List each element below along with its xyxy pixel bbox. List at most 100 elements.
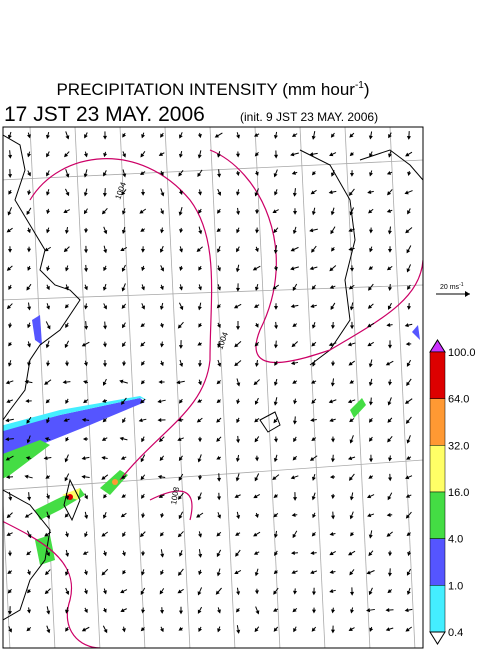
wind-arrow-head — [197, 496, 202, 501]
wind-arrow-head — [309, 228, 314, 233]
wind-arrow-head — [121, 362, 127, 367]
wind-arrow-head — [234, 343, 239, 348]
wind-arrow-head — [386, 532, 391, 537]
wind-arrow-head — [254, 171, 259, 176]
wind-arrow-head — [311, 476, 316, 481]
wind-arrow-head — [159, 361, 164, 367]
wind-arrow-head — [198, 627, 203, 632]
wind-arrow-head — [120, 456, 126, 460]
wind-arrow-head — [177, 589, 182, 594]
colorbar-label: 100.0 — [448, 347, 476, 359]
wind-arrow-head — [255, 610, 260, 615]
wind-arrow-head — [140, 380, 145, 385]
wind-arrow-head — [159, 248, 164, 253]
wind-arrow-head — [235, 477, 240, 482]
wind-arrow-head — [290, 152, 295, 157]
wind-arrow-head — [369, 172, 373, 177]
wind-arrow-head — [329, 569, 334, 574]
wind-arrow-head — [121, 287, 126, 292]
wind-arrow-head — [274, 325, 279, 330]
wind-arrow-head — [81, 474, 86, 479]
wind-arrow-head — [330, 133, 335, 138]
wind-arrow-head — [349, 418, 354, 423]
wind-arrow-head — [198, 476, 203, 481]
wind-arrow-head — [292, 497, 298, 501]
wind-arrow-head — [254, 400, 259, 405]
wind-arrow-head — [405, 475, 410, 480]
wind-arrow-head — [197, 191, 202, 196]
wind-arrow-head — [234, 362, 239, 367]
wind-arrow-head — [46, 209, 51, 215]
wind-arrow-head — [160, 133, 164, 138]
wind-arrow-head — [407, 551, 412, 557]
wind-arrow-head — [349, 152, 354, 157]
wind-arrow-head — [406, 439, 411, 444]
wind-arrow-head — [84, 134, 88, 139]
colorbar-segment — [429, 491, 446, 539]
wind-arrow-head — [291, 343, 296, 348]
grid-line — [209, 127, 236, 648]
wind-arrow-head — [6, 514, 11, 519]
wind-arrow-head — [273, 534, 278, 539]
wind-arrow-head — [273, 249, 278, 254]
wind-arrow-head — [348, 228, 353, 232]
wind-arrow-head — [140, 552, 146, 557]
grid-line — [3, 159, 423, 181]
colorbar-segment — [429, 445, 446, 493]
wind-arrow-head — [253, 532, 258, 537]
wind-arrow-head — [140, 171, 145, 176]
wind-arrow-head — [121, 552, 126, 557]
wind-arrow-head — [216, 399, 221, 404]
wind-arrow-head — [198, 553, 203, 558]
wind-arrow-head — [348, 247, 353, 251]
wind-arrow-head — [27, 496, 32, 501]
wind-arrow-head — [46, 515, 51, 520]
wind-arrow-head — [368, 534, 373, 539]
wind-arrow-head — [103, 249, 108, 254]
wind-arrow-head — [84, 514, 89, 520]
wind-arrow-head — [405, 494, 411, 498]
wind-arrow-head — [64, 304, 69, 309]
wind-arrow-head — [349, 496, 354, 501]
wind-arrow-head — [178, 552, 183, 557]
wind-arrow-head — [177, 324, 182, 329]
wind-arrow-head — [388, 134, 392, 139]
wind-arrow-head — [177, 437, 182, 441]
wind-arrow-head — [349, 172, 355, 177]
wind-arrow-head — [291, 570, 296, 574]
wind-arrow-head — [45, 474, 50, 479]
wind-arrow-head — [26, 210, 31, 216]
wind-arrow-head — [216, 572, 221, 577]
wind-arrow-head — [159, 532, 164, 537]
wind-arrow-head — [140, 399, 145, 404]
wind-arrow-head — [330, 629, 336, 634]
wind-arrow-head — [102, 552, 107, 557]
wind-arrow-head — [311, 362, 316, 367]
wind-arrow-head — [347, 399, 353, 404]
wind-arrow-head — [27, 266, 32, 271]
wind-arrow-head — [103, 494, 108, 499]
wind-arrow-head — [405, 514, 410, 519]
wind-arrow-head — [120, 608, 125, 612]
wind-arrow-head — [140, 323, 145, 328]
wind-arrow-head — [311, 135, 316, 140]
wind-arrow-head — [406, 362, 411, 367]
wind-arrow-head — [178, 610, 184, 615]
wind-arrow-head — [216, 153, 221, 158]
wind-arrow-head — [368, 135, 373, 140]
wind-arrow-head — [141, 266, 146, 272]
wind-arrow-head — [178, 345, 184, 349]
wind-arrow-head — [291, 550, 295, 556]
wind-arrow-head — [235, 608, 240, 613]
wind-arrow-head — [217, 609, 221, 614]
wind-arrow-head — [217, 286, 221, 291]
wind-arrow-head — [368, 286, 372, 291]
wind-arrow-head — [290, 304, 295, 309]
wind-arrow-head — [7, 362, 12, 367]
wind-arrow-head — [26, 134, 31, 139]
grid-line — [74, 127, 101, 648]
wind-arrow-head — [293, 400, 298, 405]
wind-arrow-head — [5, 437, 10, 442]
wind-arrow-head — [26, 571, 31, 576]
